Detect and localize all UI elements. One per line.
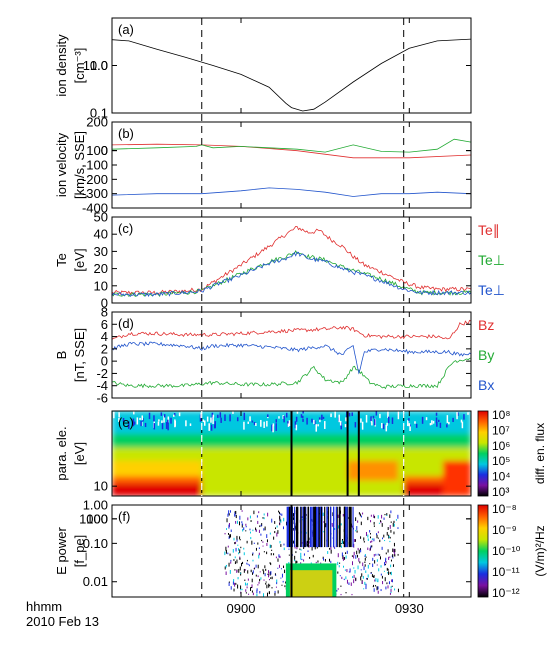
y-label-e: para. ele. <box>54 426 69 480</box>
y-tick-label-a: 1.0 <box>90 58 108 73</box>
series-c-0 <box>111 225 472 296</box>
y-tick-label-a: 0.1 <box>90 106 108 121</box>
y-tick-label-c: 0 <box>101 296 108 311</box>
legend-c-0: Te∥ <box>478 222 500 238</box>
legend-d-0: Bz <box>478 317 494 333</box>
axes-box-d <box>111 311 472 399</box>
date-label: 2010 Feb 13 <box>26 614 99 629</box>
text-layer: 10.01.00.1(a)ion density [cm⁻³]2001000-10… <box>26 22 547 629</box>
y-tick-label-d: 0 <box>101 354 108 369</box>
panel-c <box>111 216 472 304</box>
y-tick-label-b: -400 <box>82 201 108 216</box>
series-c-2 <box>111 251 472 298</box>
series-d-1 <box>111 357 472 390</box>
y-label-d: B <box>54 351 69 360</box>
y-tick-label-d: 4 <box>101 329 108 344</box>
y-label-f: E power <box>54 526 69 574</box>
y-tick-label-f: 0.10 <box>83 536 108 551</box>
y-tick-label-d: 6 <box>101 317 108 332</box>
colorbar-tick-f: 10⁻¹⁰ <box>492 544 521 558</box>
colorbar-tick-e: 10⁵ <box>492 454 510 468</box>
colorbar-tick-e: 10³ <box>492 485 509 499</box>
y-tick-label-b: -200 <box>82 172 108 187</box>
colorbar-tick-f: 10⁻¹¹ <box>492 565 520 579</box>
y-tick-label-c: 50 <box>94 210 108 225</box>
series-b-0 <box>111 143 472 159</box>
panel-letter-f: (f) <box>118 509 130 524</box>
y-tick-label-b: 0 <box>101 143 108 158</box>
x-tick-label: 0900 <box>227 601 256 616</box>
legend-c-2: Te⊥ <box>478 282 505 298</box>
y-tick-label-a: 10.0 <box>83 58 108 73</box>
y-tick-label-d: 8 <box>101 305 108 320</box>
series-b-2 <box>111 187 472 197</box>
y-tick-label-c: 10 <box>94 278 108 293</box>
colorbar-label-f: (V/m)²/Hz <box>533 525 547 576</box>
line-series-layer <box>111 38 472 390</box>
series-a-0 <box>111 38 472 112</box>
axes-box-a <box>111 17 472 114</box>
legend-c-1: Te⊥ <box>478 252 505 268</box>
panel-d <box>111 311 472 399</box>
colorbar-tick-e: 10⁷ <box>492 423 510 437</box>
axes-layer <box>111 17 489 598</box>
series-d-2 <box>111 341 472 375</box>
y-unit-a: [cm⁻³] <box>72 48 87 84</box>
y-tick-label-d: -4 <box>96 378 108 393</box>
y-tick-label-e: 100 <box>86 511 108 526</box>
series-c-1 <box>111 250 472 297</box>
y-tick-label-c: 20 <box>94 261 108 276</box>
y-label-b: ion velocity <box>54 132 69 197</box>
y-tick-label-c: 40 <box>94 227 108 242</box>
panel-letter-b: (b) <box>118 126 134 141</box>
time-axis-label: hhmm <box>26 599 62 614</box>
y-unit-d: [nT, SSE] <box>72 328 87 382</box>
colorbar-label-e: diff. en. flux <box>533 423 547 484</box>
colorbar-tick-e: 10⁶ <box>492 439 510 453</box>
y-tick-label-b: -100 <box>82 158 108 173</box>
y-unit-e: [eV] <box>72 442 87 465</box>
y-tick-label-b: -300 <box>82 186 108 201</box>
legend-d-1: By <box>478 347 494 363</box>
y-tick-label-b: 100 <box>86 143 108 158</box>
axes-box-b <box>111 121 472 209</box>
colorbar-tick-f: 10⁻⁹ <box>492 523 517 537</box>
y-tick-label-e: 1000 <box>79 511 108 526</box>
colorbar-tick-e: 10⁸ <box>492 408 510 422</box>
spectrogram-f <box>224 506 399 597</box>
panel-letter-a: (a) <box>118 22 134 37</box>
panel-b <box>111 121 472 209</box>
panel-letter-c: (c) <box>118 221 133 236</box>
colorbar-tick-e: 10⁴ <box>492 470 511 484</box>
y-tick-label-b: 200 <box>86 115 108 130</box>
y-label-a: ion density <box>54 34 69 97</box>
colorbar-e <box>477 410 489 497</box>
y-tick-label-d: -6 <box>96 391 108 406</box>
y-unit-f: [f_pe] <box>72 535 87 568</box>
y-tick-label-c: 30 <box>94 244 108 259</box>
y-tick-label-d: -2 <box>96 366 108 381</box>
y-tick-label-d: 2 <box>101 341 108 356</box>
y-label-c: Te <box>54 253 69 267</box>
y-tick-label-f: 0.01 <box>83 574 108 589</box>
series-b-1 <box>111 138 472 153</box>
colorbar-f <box>477 504 489 598</box>
y-tick-label-f: 1.00 <box>83 498 108 513</box>
colorbar-tick-f: 10⁻⁸ <box>492 502 517 516</box>
panel-a <box>111 17 472 114</box>
y-unit-c: [eV] <box>72 248 87 271</box>
panel-letter-d: (d) <box>118 316 134 331</box>
legend-d-2: Bx <box>478 377 494 393</box>
y-tick-label-e: 10 <box>94 479 108 494</box>
y-unit-b: [km/s, SSE] <box>72 131 87 199</box>
series-d-0 <box>111 319 472 340</box>
axes-box-c <box>111 216 472 304</box>
colorbar-tick-f: 10⁻¹² <box>492 586 520 600</box>
x-tick-label: 0930 <box>395 601 424 616</box>
panel-letter-e: (e) <box>118 415 134 430</box>
